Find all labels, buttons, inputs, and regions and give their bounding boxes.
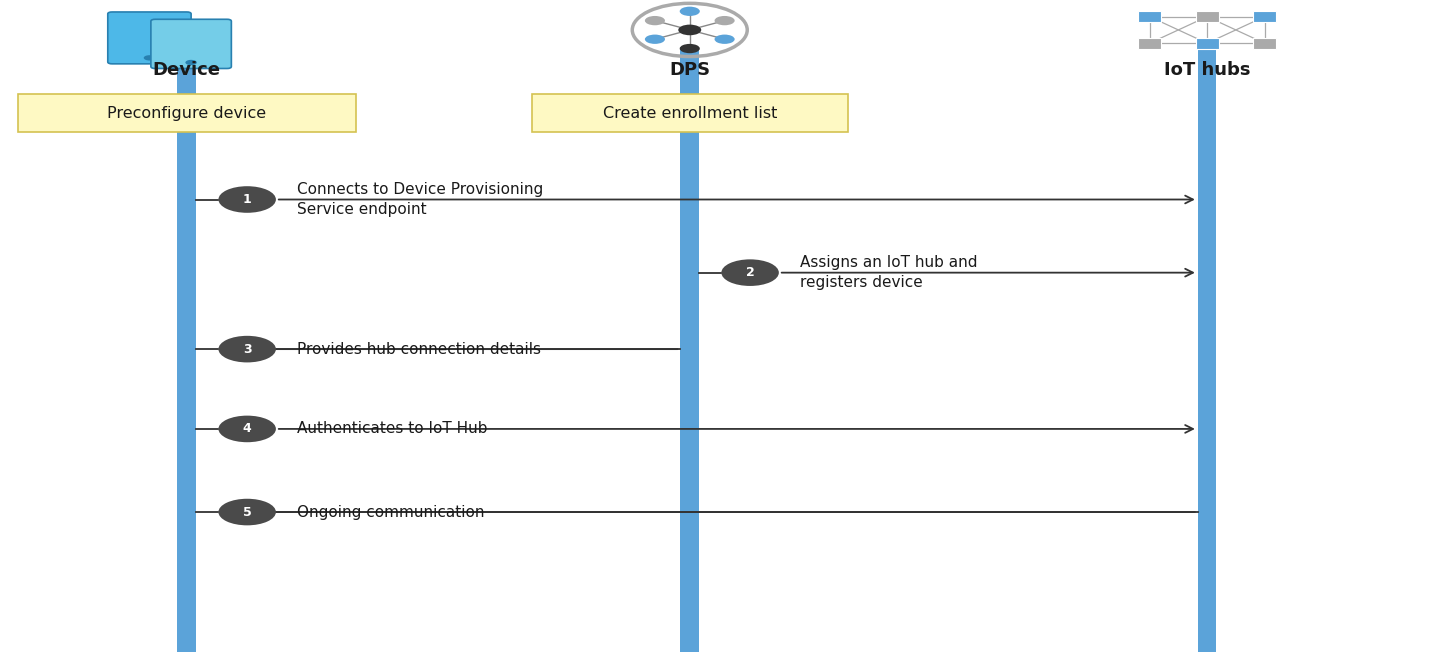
Circle shape xyxy=(218,186,276,213)
Circle shape xyxy=(721,259,779,286)
Text: Assigns an IoT hub and
registers device: Assigns an IoT hub and registers device xyxy=(800,255,979,290)
FancyBboxPatch shape xyxy=(532,94,848,132)
FancyBboxPatch shape xyxy=(1138,38,1161,49)
Circle shape xyxy=(645,35,665,44)
Circle shape xyxy=(680,7,700,16)
FancyBboxPatch shape xyxy=(1196,38,1219,49)
Text: Preconfigure device: Preconfigure device xyxy=(108,106,266,120)
Circle shape xyxy=(714,35,734,44)
FancyBboxPatch shape xyxy=(178,47,195,652)
FancyBboxPatch shape xyxy=(1253,38,1276,49)
Text: Ongoing communication: Ongoing communication xyxy=(297,505,484,519)
Circle shape xyxy=(218,336,276,362)
FancyBboxPatch shape xyxy=(108,12,191,64)
Circle shape xyxy=(144,55,155,61)
Text: Authenticates to IoT Hub: Authenticates to IoT Hub xyxy=(297,422,489,436)
FancyBboxPatch shape xyxy=(1198,47,1216,652)
FancyBboxPatch shape xyxy=(19,94,356,132)
Circle shape xyxy=(218,499,276,525)
Text: DPS: DPS xyxy=(670,61,710,79)
Circle shape xyxy=(678,25,701,35)
Circle shape xyxy=(645,16,665,25)
Text: 4: 4 xyxy=(243,422,251,436)
Text: Provides hub connection details: Provides hub connection details xyxy=(297,342,542,356)
Text: 1: 1 xyxy=(243,193,251,206)
Text: Connects to Device Provisioning
Service endpoint: Connects to Device Provisioning Service … xyxy=(297,182,543,217)
FancyBboxPatch shape xyxy=(1196,11,1219,22)
FancyBboxPatch shape xyxy=(681,47,700,652)
Circle shape xyxy=(185,60,197,65)
Circle shape xyxy=(680,44,700,53)
Text: 3: 3 xyxy=(243,342,251,356)
FancyBboxPatch shape xyxy=(1253,11,1276,22)
Circle shape xyxy=(714,16,734,25)
Text: 5: 5 xyxy=(243,505,251,519)
Circle shape xyxy=(218,416,276,442)
FancyBboxPatch shape xyxy=(151,19,231,68)
Text: Create enrollment list: Create enrollment list xyxy=(602,106,777,120)
Text: Device: Device xyxy=(152,61,221,79)
Text: IoT hubs: IoT hubs xyxy=(1164,61,1250,79)
Text: 2: 2 xyxy=(746,266,754,279)
FancyBboxPatch shape xyxy=(1138,11,1161,22)
